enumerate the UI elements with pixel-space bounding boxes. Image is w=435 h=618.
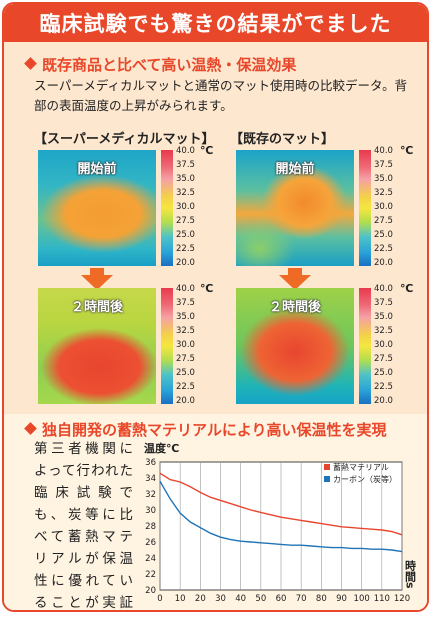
x-axis-label: 時間s bbox=[404, 559, 417, 589]
temperature-line-chart: 温度℃ 時間s 0 10 20 30 40 50 60 70 80 90 100 110 120 20 22… bbox=[144, 441, 417, 604]
temperature-scale-bar bbox=[161, 150, 173, 266]
x-tick-label: 80 bbox=[316, 594, 327, 604]
material-paragraph: 第三者機関によって行われた臨床試験でも、炭等に比べて蓄熱マテリアルが保温性に優れ… bbox=[34, 441, 134, 611]
super-mat-before-thermogram: 開始前 bbox=[38, 150, 156, 266]
scale-unit: ℃ bbox=[200, 282, 214, 295]
series-line-1 bbox=[159, 472, 403, 536]
temperature-scale-bar bbox=[359, 288, 371, 404]
y-tick-label: 28 bbox=[145, 522, 156, 532]
down-arrow-icon bbox=[279, 275, 311, 290]
super-mat-after-thermogram: ２時間後 bbox=[38, 288, 156, 404]
legend-swatch bbox=[324, 464, 330, 470]
temperature-scale-labels: 40.0 37.5 35.0 32.5 30.0 27.5 25.0 22.5 20.0 bbox=[176, 146, 195, 268]
existing-mat-title: 【既存のマット】 bbox=[230, 132, 335, 147]
temperature-scale-labels: 40.0 37.5 35.0 32.5 30.0 27.5 25.0 22.5 20.0 bbox=[374, 146, 393, 268]
y-tick-label: 24 bbox=[145, 554, 156, 564]
x-tick-label: 100 bbox=[354, 594, 370, 604]
comparison-intro: スーパーメディカルマットと通常のマット使用時の比較データ。背部の表面温度の上昇が… bbox=[34, 78, 408, 113]
scale-unit: ℃ bbox=[400, 282, 414, 295]
y-tick-label: 34 bbox=[145, 474, 156, 484]
y-axis-label: 温度℃ bbox=[144, 441, 179, 455]
material-heading: 独自開発の蓄熱マテリアルにより高い保温性を実現 bbox=[24, 419, 387, 440]
temperature-scale-bar bbox=[359, 150, 371, 266]
diamond-bullet-icon bbox=[24, 422, 37, 435]
y-tick-label: 32 bbox=[145, 490, 156, 500]
banner-title: 臨床試験でも驚きの結果がでました bbox=[39, 12, 392, 36]
x-tick-label: 10 bbox=[175, 594, 186, 604]
existing-mat-after-thermogram: ２時間後 bbox=[236, 288, 354, 404]
series-line-2 bbox=[159, 480, 403, 553]
scale-unit: ℃ bbox=[200, 144, 214, 157]
y-tick-label: 22 bbox=[145, 570, 156, 580]
x-tick-label: 20 bbox=[195, 594, 206, 604]
existing-mat-after-label: ２時間後 bbox=[268, 300, 321, 315]
super-mat-before-label: 開始前 bbox=[77, 162, 117, 177]
temperature-scale-labels: 40.0 37.5 35.0 32.5 30.0 27.5 25.0 22.5 20.0 bbox=[176, 284, 195, 406]
x-tick-label: 40 bbox=[235, 594, 246, 604]
legend-swatch bbox=[324, 476, 330, 482]
temperature-scale-bar bbox=[161, 288, 173, 404]
x-tick-label: 0 bbox=[157, 594, 162, 604]
x-tick-label: 70 bbox=[296, 594, 307, 604]
x-tick-label: 30 bbox=[215, 594, 226, 604]
page-banner: 臨床試験でも驚きの結果がでました bbox=[4, 4, 427, 42]
existing-mat-before-label: 開始前 bbox=[275, 162, 315, 177]
y-tick-label: 20 bbox=[145, 586, 156, 596]
down-arrow-icon bbox=[90, 268, 104, 276]
temperature-scale-labels: 40.0 37.5 35.0 32.5 30.0 27.5 25.0 22.5 20.0 bbox=[374, 284, 393, 406]
y-tick-label: 26 bbox=[145, 538, 156, 548]
super-mat-after-label: ２時間後 bbox=[70, 300, 123, 315]
scale-unit: ℃ bbox=[400, 144, 414, 157]
y-tick-label: 30 bbox=[145, 506, 156, 516]
x-tick-label: 50 bbox=[255, 594, 266, 604]
diamond-bullet-icon bbox=[24, 57, 37, 70]
legend-label: 蓄熱マテリアル bbox=[333, 462, 389, 472]
x-tick-label: 60 bbox=[276, 594, 287, 604]
x-tick-label: 110 bbox=[374, 594, 390, 604]
y-tick-label: 36 bbox=[145, 458, 156, 468]
material-section: 独自開発の蓄熱マテリアルにより高い保温性を実現 第三者機関によって行われた臨床試… bbox=[4, 414, 427, 611]
existing-mat-before-thermogram: 開始前 bbox=[236, 150, 354, 266]
legend-label: カーボン（炭等） bbox=[333, 474, 397, 484]
comparison-heading: 既存商品と比べて高い温熱・保温効果 bbox=[24, 54, 296, 75]
x-tick-label: 120 bbox=[394, 594, 410, 604]
down-arrow-icon bbox=[288, 268, 302, 276]
x-tick-label: 90 bbox=[336, 594, 347, 604]
comparison-section: 既存商品と比べて高い温熱・保温効果 スーパーメディカルマットと通常のマット使用時… bbox=[4, 42, 427, 414]
page-frame: 臨床試験でも驚きの結果がでました 既存商品と比べて高い温熱・保温効果 スーパーメ… bbox=[2, 2, 429, 612]
temperature-chart: 温度℃ 時間s 0 10 20 30 40 50 60 70 80 90 100 110 120 20 22… bbox=[138, 440, 424, 610]
super-mat-title: 【スーパーメディカルマット】 bbox=[34, 132, 215, 147]
down-arrow-icon bbox=[81, 275, 113, 290]
